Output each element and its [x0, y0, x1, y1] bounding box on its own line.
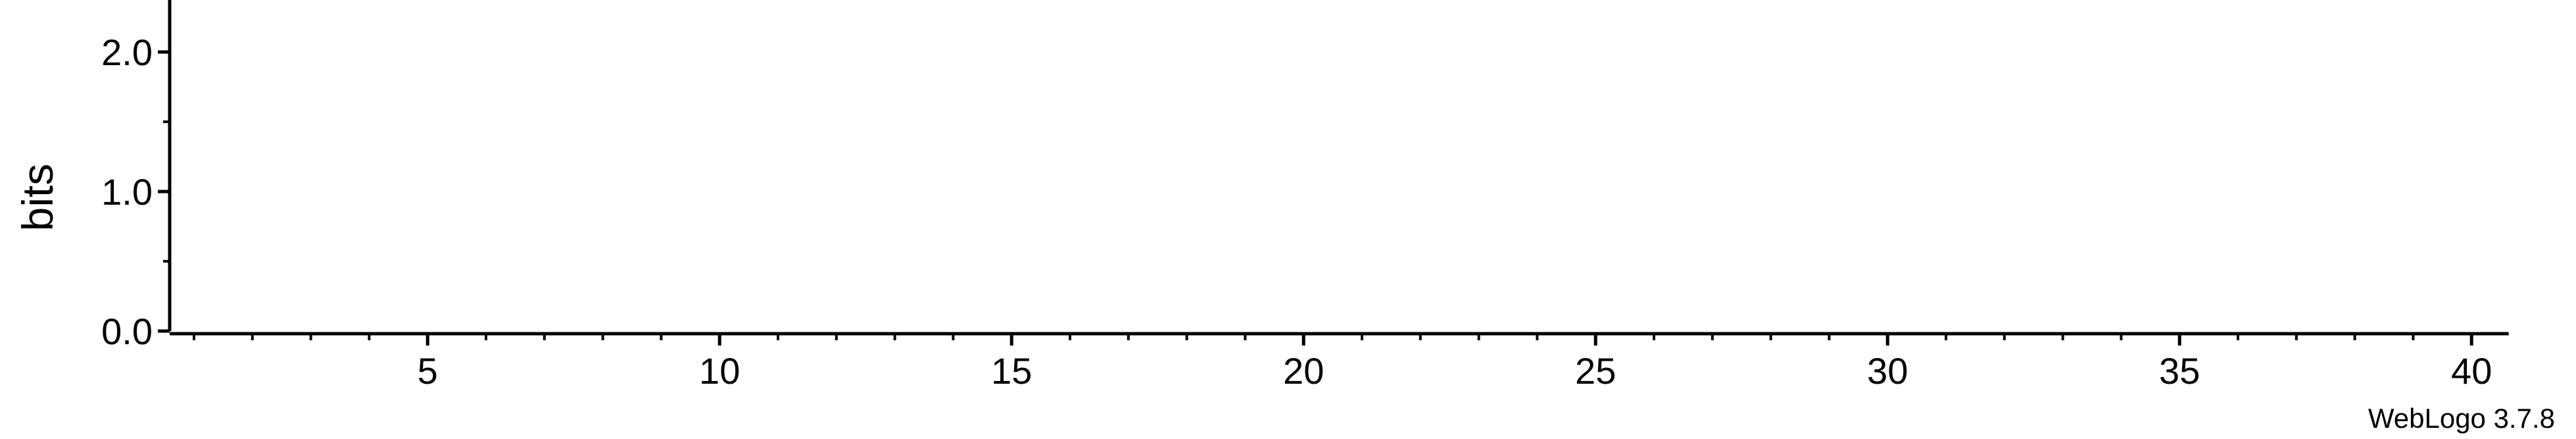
x-tick-label: 30: [1867, 350, 1908, 392]
x-tick-label: 20: [1283, 350, 1324, 392]
y-tick-label: 2.0: [101, 32, 153, 73]
watermark: WebLogo 3.7.8: [2368, 403, 2555, 434]
y-tick-label: 0.0: [101, 311, 153, 352]
y-axis: 0.01.02.03.04.0: [101, 0, 172, 352]
x-axis: 5 10 15 20 25 30 35 40: [170, 332, 2509, 392]
x-tick-label: 35: [2159, 350, 2200, 392]
x-tick-label: 25: [1575, 350, 1616, 392]
y-tick-label: 1.0: [101, 171, 153, 213]
x-tick-label: 5: [418, 350, 438, 392]
x-tick-label: 15: [991, 350, 1032, 392]
x-tick-label: 40: [2451, 350, 2492, 392]
x-tick-label: 10: [699, 350, 740, 392]
y-axis-label: bits: [13, 164, 62, 232]
